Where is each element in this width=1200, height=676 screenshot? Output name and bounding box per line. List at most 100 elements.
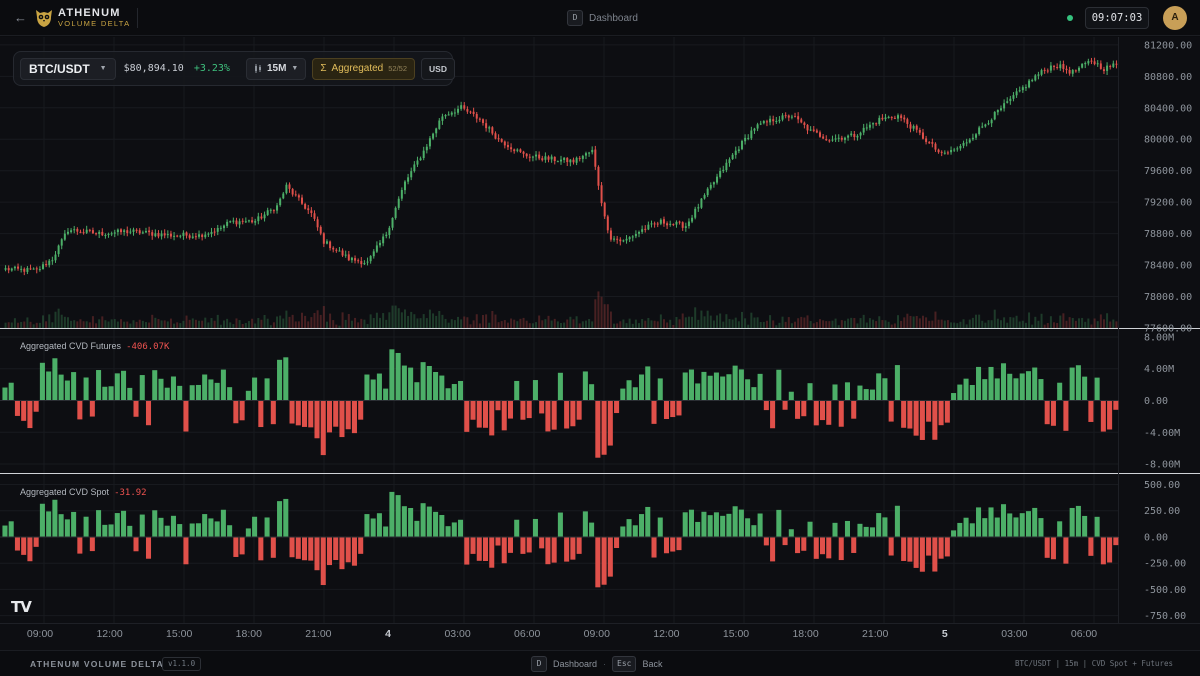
candle xyxy=(35,268,38,270)
volume-bar xyxy=(322,306,325,328)
time-axis-label: 06:00 xyxy=(1071,628,1097,640)
volume-bar xyxy=(344,319,347,328)
symbol-selector[interactable]: BTC/USDT ▼ xyxy=(20,57,116,80)
volume-bar xyxy=(503,320,506,328)
candle xyxy=(138,230,141,234)
spot-cvd-bar xyxy=(476,536,482,561)
spot-cvd-bar xyxy=(458,519,464,537)
candle xyxy=(853,134,856,138)
footer-back-link[interactable]: Back xyxy=(642,659,663,669)
trading-chart[interactable]: 81200.00 80800.00 80400.00 80000.00 79600.00… xyxy=(0,37,1200,650)
candle xyxy=(818,132,821,137)
candle xyxy=(4,268,7,270)
volume-bar xyxy=(438,310,441,328)
futures-cvd-bar xyxy=(339,400,345,438)
spot-cvd-bar xyxy=(913,536,919,568)
futures-cvd-bar xyxy=(1094,377,1100,401)
volume-bar xyxy=(787,317,790,328)
volume-bar xyxy=(513,319,516,328)
volume-bar xyxy=(756,317,759,328)
candle xyxy=(1081,63,1084,68)
futures-cvd-bar xyxy=(376,373,382,401)
volume-bar xyxy=(254,323,257,328)
volume-bar xyxy=(1043,324,1046,328)
volume-group xyxy=(4,291,1118,328)
volume-bar xyxy=(478,323,481,328)
time-axis-label: 18:00 xyxy=(236,628,262,640)
symbol-label: BTC/USDT xyxy=(29,61,90,76)
volume-bar xyxy=(279,315,282,328)
interval-selector[interactable]: 15M ▼ xyxy=(245,57,307,80)
aggregated-toggle[interactable]: Σ Aggregated 52/52 xyxy=(312,57,416,80)
candle xyxy=(884,117,887,120)
spot-cvd-bar xyxy=(1100,536,1106,565)
tradingview-logo-icon[interactable]: TV xyxy=(11,598,32,616)
candle xyxy=(238,221,241,225)
candle xyxy=(563,157,566,160)
volume-bar xyxy=(547,315,550,328)
candle xyxy=(307,208,310,211)
candle xyxy=(23,268,26,272)
candles-group xyxy=(4,57,1118,276)
futures-cvd-bar xyxy=(1019,373,1025,401)
volume-bar xyxy=(375,312,378,328)
candle xyxy=(266,210,269,215)
shortcut-key: D xyxy=(567,10,583,26)
futures-cvd-bar xyxy=(876,373,882,401)
candle xyxy=(488,127,491,129)
spot-cvd-bar xyxy=(639,514,645,537)
volume-bar xyxy=(319,314,322,328)
candle xyxy=(1065,68,1068,71)
candle xyxy=(603,202,606,217)
currency-toggle[interactable]: USD xyxy=(421,57,455,80)
candle xyxy=(687,221,690,227)
volume-bar xyxy=(837,325,840,328)
back-arrow-icon[interactable]: ← xyxy=(14,10,27,25)
spot-cvd-bar xyxy=(164,525,170,537)
spot-cvd-bar xyxy=(64,519,70,537)
candle xyxy=(566,157,569,163)
futures-cvd-bar xyxy=(863,389,869,401)
volume-bar xyxy=(616,323,619,328)
candle xyxy=(494,133,497,139)
candle xyxy=(503,141,506,146)
candle xyxy=(229,221,232,223)
futures-cvd-bar xyxy=(289,400,295,424)
volume-bar xyxy=(878,316,881,328)
futures-cvd-bar xyxy=(482,400,489,428)
spot-cvd-bar xyxy=(376,513,382,537)
candle xyxy=(310,210,313,214)
candle xyxy=(731,154,734,159)
volume-bar xyxy=(678,319,681,328)
volume-bar xyxy=(566,319,569,328)
dashboard-link[interactable]: Dashboard xyxy=(589,12,638,24)
dashboard-nav[interactable]: D Dashboard xyxy=(567,10,638,26)
volume-bar xyxy=(173,323,176,328)
avatar[interactable]: A xyxy=(1163,6,1187,30)
spot-cvd-bar xyxy=(932,536,938,572)
spot-cvd-bar xyxy=(420,503,426,537)
spot-cvd-bar xyxy=(239,536,245,555)
futures-cvd-bar xyxy=(819,400,826,421)
volume-bar xyxy=(263,315,266,328)
spot-cvd-bar xyxy=(345,536,351,563)
candle xyxy=(1018,90,1021,92)
volume-bar xyxy=(447,322,450,328)
spot-cvd-bar xyxy=(589,522,595,537)
volume-bar xyxy=(921,315,924,328)
candle xyxy=(1046,70,1049,72)
futures-axis-label: 0.00 xyxy=(1144,396,1168,407)
candle xyxy=(1112,63,1115,67)
volume-bar xyxy=(432,313,435,328)
candle xyxy=(840,137,843,140)
spot-pane-value: -31.92 xyxy=(114,488,147,498)
volume-bar xyxy=(625,323,628,328)
spot-cvd-bar xyxy=(1019,513,1025,537)
volume-bar xyxy=(946,320,949,328)
spot-cvd-bar xyxy=(963,517,969,537)
candle xyxy=(360,261,363,265)
candle xyxy=(787,115,790,118)
candle xyxy=(20,268,23,270)
footer-dashboard-link[interactable]: Dashboard xyxy=(553,659,598,669)
candle xyxy=(391,217,394,228)
